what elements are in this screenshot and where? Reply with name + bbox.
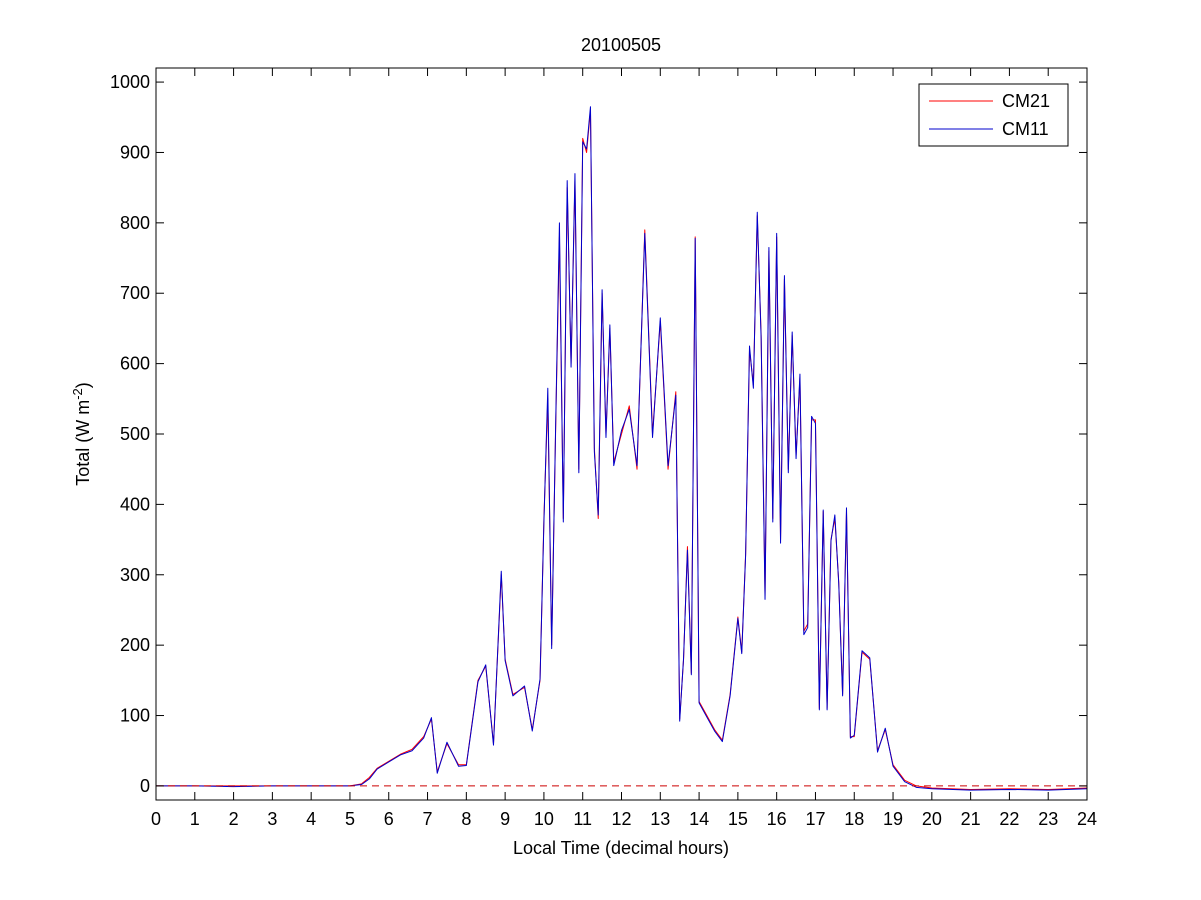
x-axis-label: Local Time (decimal hours) [513, 838, 729, 858]
y-tick-label: 900 [120, 142, 150, 162]
y-tick-label: 800 [120, 213, 150, 233]
x-tick-label: 24 [1077, 809, 1097, 829]
y-tick-label: 500 [120, 424, 150, 444]
x-tick-label: 18 [844, 809, 864, 829]
y-tick-label: 400 [120, 494, 150, 514]
plot-area: 0 1 2 3 4 5 6 7 8 9 10 11 12 13 14 15 16 17 18 19 20 21 22 23 24… [110, 67, 1097, 829]
x-tick-label: 2 [229, 809, 239, 829]
series-group [156, 106, 1088, 791]
y-tick-label: 0 [140, 776, 150, 796]
x-tick-label: 11 [573, 809, 592, 829]
x-tick-label: 1 [190, 809, 200, 829]
x-tick-label: 22 [999, 809, 1019, 829]
series-line-cm11 [156, 106, 1088, 791]
x-tick-label: 12 [611, 809, 631, 829]
x-tick-label: 10 [534, 809, 554, 829]
x-tick-label: 17 [805, 809, 825, 829]
chart-title: 20100505 [581, 35, 661, 55]
x-tick-label: 14 [689, 809, 709, 829]
x-tick-label: 9 [500, 809, 510, 829]
x-tick-label: 3 [267, 809, 277, 829]
x-tick-label: 19 [883, 809, 903, 829]
y-tick-label: 700 [120, 283, 150, 303]
y-axis-label-suffix: ) [73, 382, 93, 388]
x-tick-label: 15 [728, 809, 748, 829]
legend-label-cm11: CM11 [1002, 119, 1049, 139]
y-tick-label: 100 [120, 706, 150, 726]
y-axis: 0 100 200 300 400 500 600 700 800 900 1000 [110, 72, 1087, 796]
x-tick-label: 8 [461, 809, 471, 829]
x-tick-label: 0 [151, 809, 161, 829]
x-tick-label: 16 [767, 809, 787, 829]
x-tick-label: 5 [345, 809, 355, 829]
x-tick-label: 21 [961, 809, 981, 829]
x-tick-label: 4 [306, 809, 316, 829]
x-axis: 0 1 2 3 4 5 6 7 8 9 10 11 12 13 14 15 16 17 18 19 20 21 22 23 24 [151, 68, 1097, 829]
legend: CM21 CM11 [918, 83, 1069, 147]
y-tick-label: 300 [120, 565, 150, 585]
x-tick-label: 13 [650, 809, 670, 829]
x-tick-label: 23 [1038, 809, 1058, 829]
y-tick-label: 200 [120, 635, 150, 655]
x-tick-label: 7 [423, 809, 433, 829]
x-tick-label: 6 [384, 809, 394, 829]
legend-box [918, 83, 1069, 147]
legend-label-cm21: CM21 [1002, 91, 1050, 111]
y-axis-label-prefix: Total (W m [73, 400, 93, 486]
y-axis-label: Total (W m-2) [70, 382, 93, 486]
x-tick-label: 20 [922, 809, 942, 829]
y-tick-label: 600 [120, 354, 150, 374]
y-tick-label: 1000 [110, 72, 150, 92]
y-axis-label-superscript: -2 [70, 388, 85, 400]
